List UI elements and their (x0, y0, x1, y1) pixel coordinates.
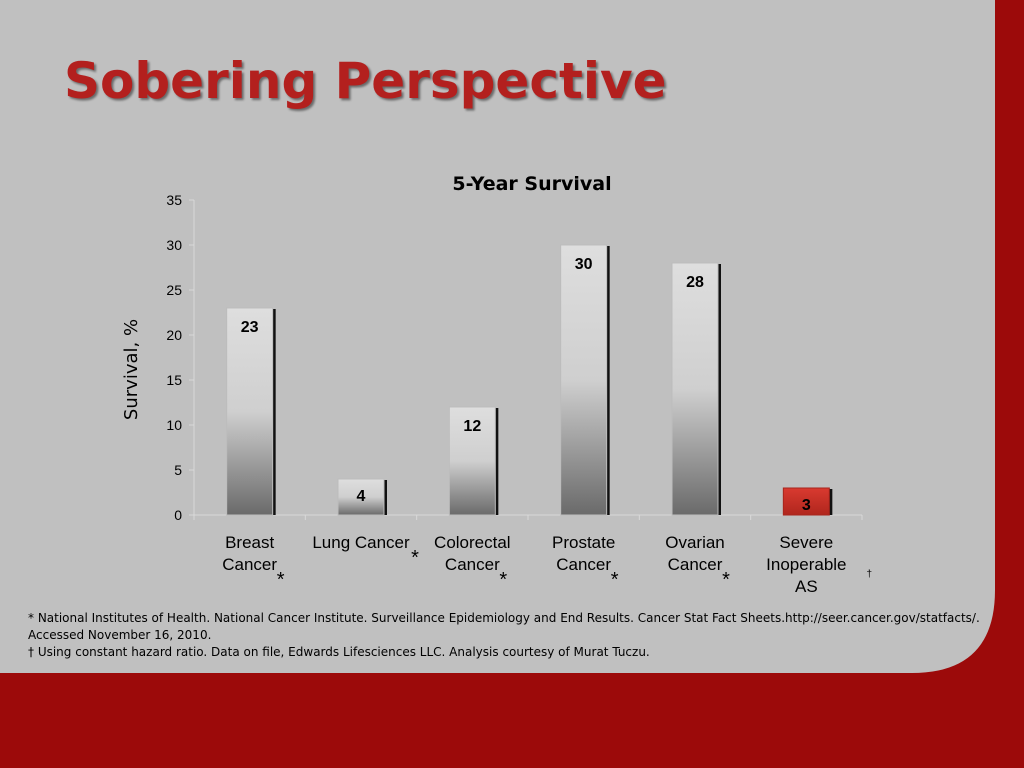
y-tick-label: 0 (174, 507, 182, 523)
footnote-marker: † (867, 569, 873, 580)
bar-shadow (494, 408, 499, 515)
bar-shadow (828, 489, 833, 515)
bar-3 (560, 244, 608, 516)
footnote-seer: * National Institutes of Health. Nationa… (28, 611, 980, 625)
y-tick-label: 20 (166, 327, 182, 343)
bar-value-label: 3 (802, 497, 811, 514)
footnote-hazard-ratio: † Using constant hazard ratio. Data on f… (28, 645, 650, 659)
bar-0 (226, 307, 274, 516)
bar-5 (782, 487, 830, 516)
category-label: Ovarian (665, 533, 725, 552)
footnote-marker: * (722, 569, 730, 591)
category-label: Severe (779, 533, 833, 552)
category-label: Cancer (556, 555, 611, 574)
category-label: Cancer (445, 555, 500, 574)
y-tick-label: 35 (166, 192, 182, 208)
bar-shadow (383, 480, 387, 515)
footnotes: * National Institutes of Health. Nationa… (28, 610, 988, 661)
category-label: Inoperable (766, 555, 846, 574)
category-label: Cancer (222, 555, 277, 574)
bar-value-label: 28 (686, 274, 704, 291)
bar-value-label: 12 (463, 418, 481, 435)
bar-shadow (271, 309, 276, 515)
y-axis-label: Survival, % (121, 319, 142, 420)
category-label: Colorectal (434, 533, 511, 552)
bar-4 (671, 262, 719, 516)
footnote-marker: * (411, 547, 419, 569)
footnote-accessed: Accessed November 16, 2010. (28, 628, 212, 642)
chart-title: 5-Year Survival (452, 173, 611, 195)
category-label: Lung Cancer (312, 533, 410, 552)
category-label: Breast (225, 533, 274, 552)
footnote-marker: * (499, 569, 507, 591)
category-label: Cancer (668, 555, 723, 574)
bar-2 (448, 406, 496, 516)
bar-value-label: 23 (241, 319, 259, 336)
y-tick-label: 10 (166, 417, 182, 433)
y-tick-label: 25 (166, 282, 182, 298)
footnote-marker: * (611, 569, 619, 591)
y-tick-label: 5 (174, 462, 182, 478)
bar-1 (337, 478, 385, 516)
bar-shadow (717, 264, 721, 515)
category-label: AS (795, 577, 818, 596)
footnote-marker: * (277, 569, 285, 591)
y-tick-label: 30 (166, 237, 182, 253)
slide-title: Sobering Perspective (64, 52, 667, 110)
y-tick-label: 15 (166, 372, 182, 388)
category-label: Prostate (552, 533, 615, 552)
bar-value-label: 4 (357, 488, 366, 505)
bar-shadow (605, 246, 610, 515)
bar-value-label: 30 (575, 256, 593, 273)
